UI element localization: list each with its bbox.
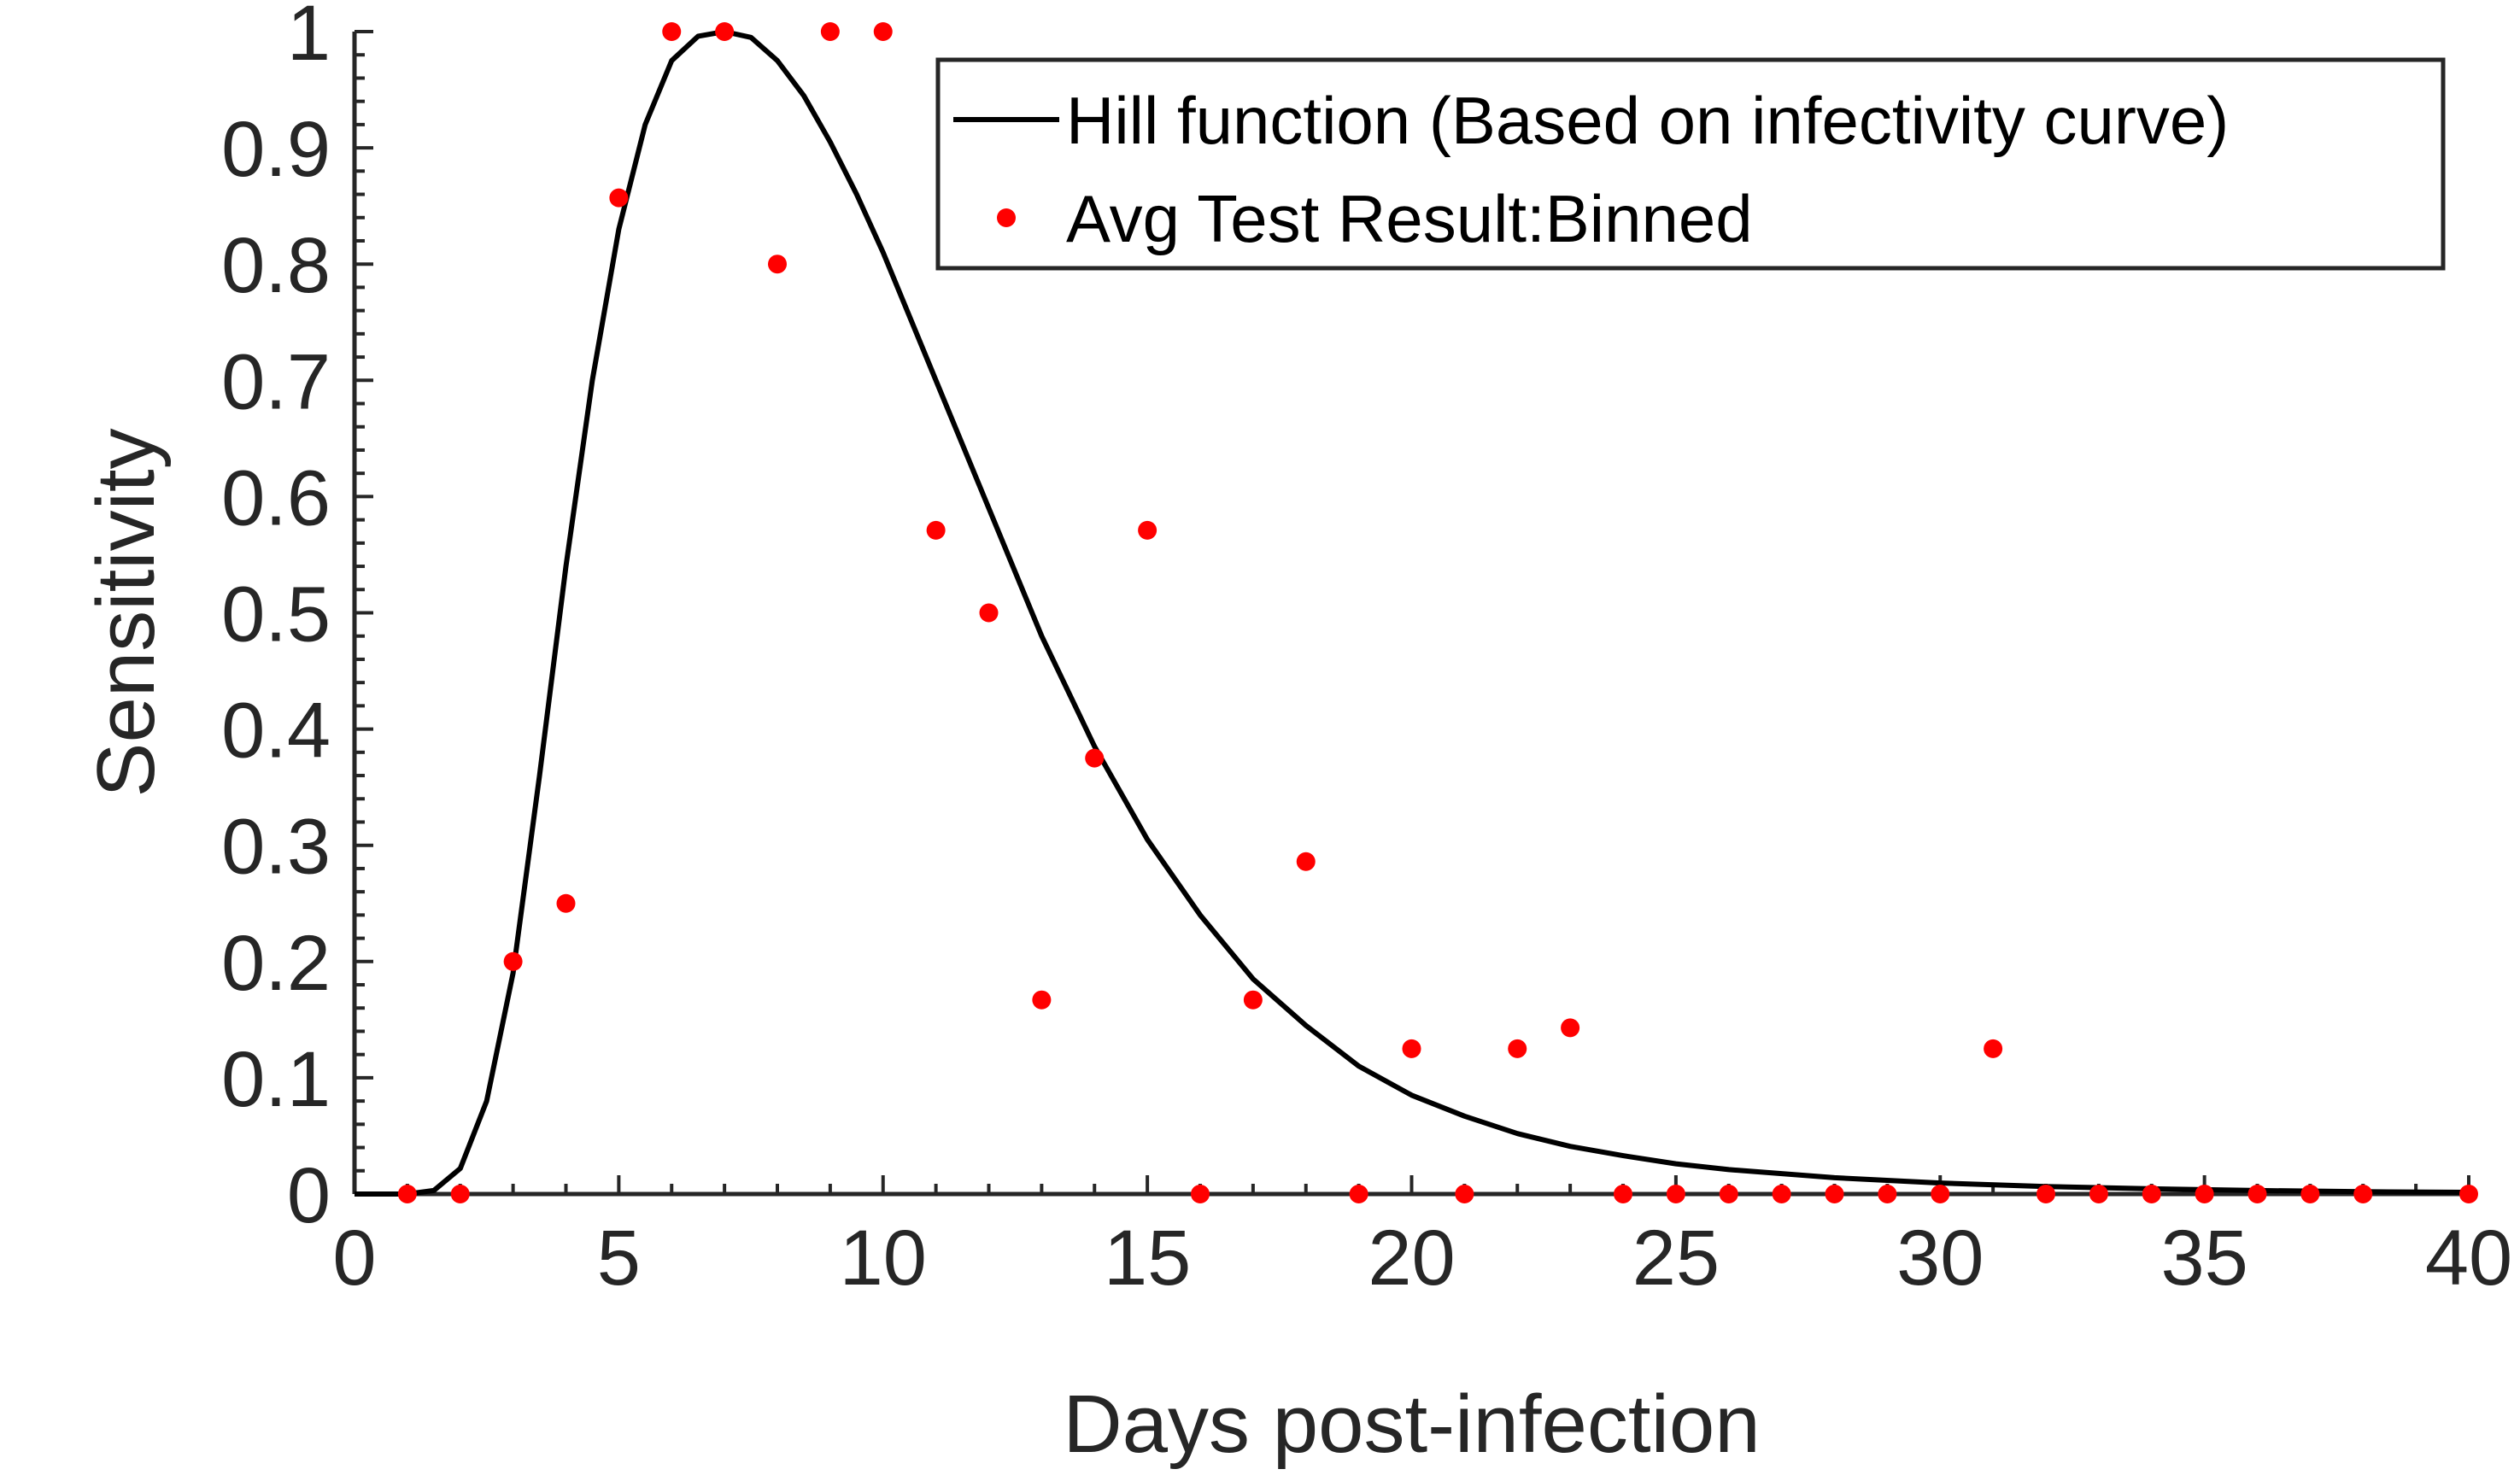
data-point <box>1085 748 1105 768</box>
legend: Hill function (Based on infectivity curv… <box>935 57 2446 271</box>
x-axis-title: Days post-infection <box>1063 1379 1760 1470</box>
data-point <box>2353 1185 2373 1203</box>
y-tick-label: 0.7 <box>221 338 331 425</box>
x-tick-label: 5 <box>597 1215 641 1302</box>
y-tick-label: 0.9 <box>221 106 331 193</box>
data-point <box>556 893 576 913</box>
data-point <box>1032 990 1052 1010</box>
data-point <box>2037 1185 2055 1203</box>
data-point <box>1508 1039 1527 1058</box>
data-point <box>1931 1185 1950 1203</box>
data-point <box>873 22 893 41</box>
legend-label: Avg Test Result:Binned <box>1066 181 1753 256</box>
y-tick-label: 0.5 <box>221 571 331 659</box>
data-point <box>450 1185 470 1203</box>
y-tick-label: 0.2 <box>221 920 331 1007</box>
data-point <box>1984 1039 2003 1058</box>
data-point <box>820 22 840 41</box>
x-tick-label: 15 <box>1104 1215 1191 1302</box>
data-point <box>2247 1185 2267 1203</box>
data-point <box>715 22 735 41</box>
data-point <box>1772 1185 1791 1203</box>
x-tick-label: 0 <box>332 1215 376 1302</box>
data-point <box>926 520 946 540</box>
y-tick-label: 0.6 <box>221 454 331 541</box>
data-point <box>2195 1185 2214 1203</box>
x-tick-label: 20 <box>1368 1215 1455 1302</box>
legend-label: Hill function (Based on infectivity curv… <box>1066 83 2229 158</box>
data-point <box>1455 1185 1474 1203</box>
axes: 0 5 10 15 20 25 30 35 40 0 0.1 0.2 0.3 0.4 0.5 0.6 0.7 0.… <box>221 0 2512 1302</box>
plot-area <box>355 22 2478 1203</box>
data-point <box>1243 990 1263 1010</box>
data-point <box>1561 1018 1580 1038</box>
x-tick-label: 10 <box>840 1215 927 1302</box>
data-point <box>397 1185 417 1203</box>
y-tick-label: 1 <box>287 0 331 77</box>
data-point <box>768 255 787 274</box>
data-point <box>1296 852 1316 871</box>
x-tick-label: 35 <box>2160 1215 2247 1302</box>
y-tick-label: 0.1 <box>221 1036 331 1123</box>
hill-function-line <box>355 29 2470 1197</box>
data-point <box>1614 1185 1632 1203</box>
x-tick-label: 40 <box>2425 1215 2512 1302</box>
legend-box <box>935 57 2446 271</box>
data-point <box>1402 1039 1421 1058</box>
data-point <box>1191 1185 1210 1203</box>
x-tick-label: 30 <box>1896 1215 1984 1302</box>
y-tick-label: 0.3 <box>221 804 331 891</box>
data-point <box>979 603 999 623</box>
data-point <box>2459 1185 2478 1203</box>
data-point <box>2300 1185 2320 1203</box>
y-tick-label: 0 <box>287 1152 331 1239</box>
data-point <box>1666 1185 1685 1203</box>
data-point <box>1138 520 1157 540</box>
data-point <box>1825 1185 1844 1203</box>
legend-marker-swatch <box>997 208 1016 227</box>
y-axis-title: Sensitivity <box>80 428 172 797</box>
y-tick-label: 0.4 <box>221 688 331 775</box>
data-point <box>503 951 523 971</box>
data-point <box>2142 1185 2161 1203</box>
y-tick-label: 0.8 <box>221 222 331 309</box>
x-tick-label: 25 <box>1632 1215 1720 1302</box>
data-point <box>1878 1185 1897 1203</box>
data-point <box>1349 1185 1368 1203</box>
data-point <box>609 188 629 208</box>
data-point <box>1719 1185 1738 1203</box>
data-point <box>2089 1185 2108 1203</box>
data-point <box>662 22 682 41</box>
